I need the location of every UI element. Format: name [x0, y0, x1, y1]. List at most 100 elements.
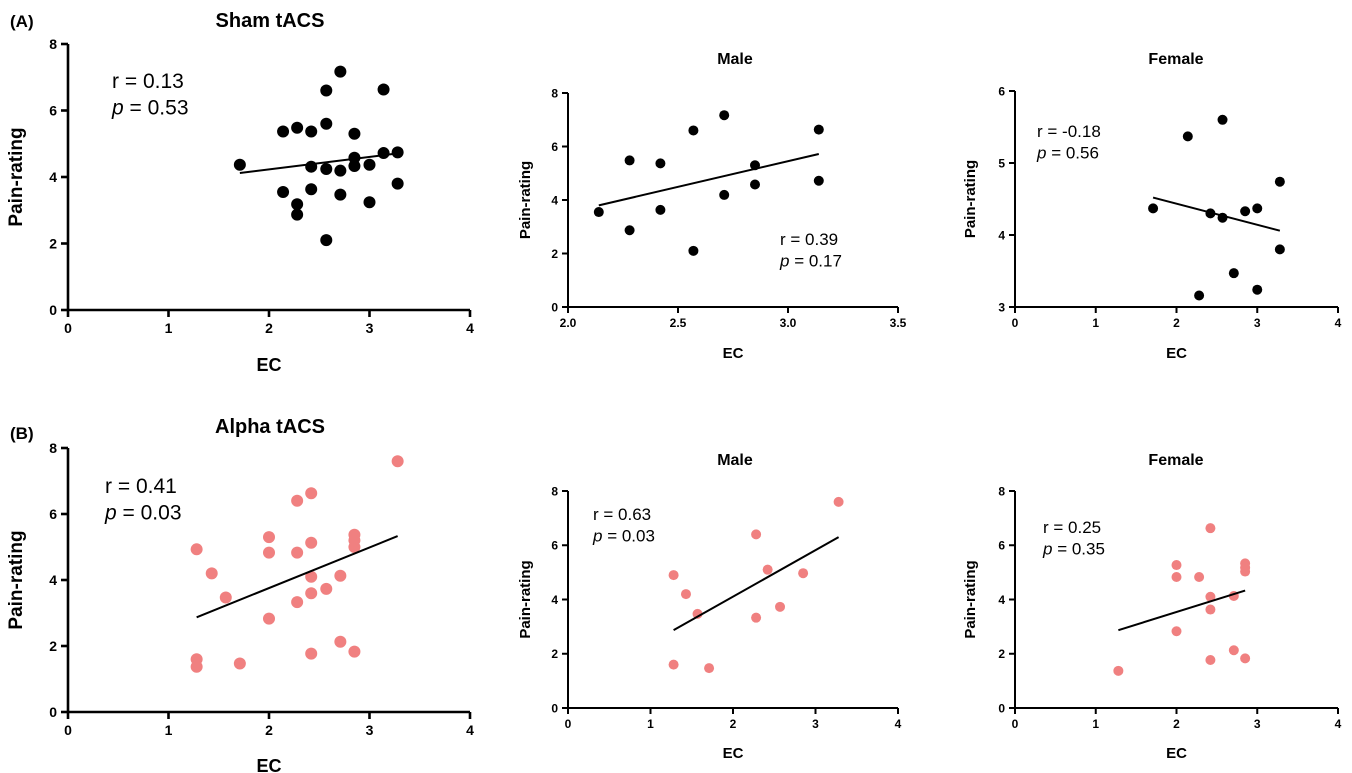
x-tick-label: 2	[265, 320, 273, 336]
regression-line	[673, 536, 840, 632]
data-point	[1171, 626, 1182, 637]
y-tick-label: 8	[49, 36, 57, 52]
data-point	[391, 455, 404, 468]
x-tick-label: 1	[1092, 717, 1099, 731]
chart-title: Male	[717, 51, 753, 68]
data-point	[377, 147, 390, 160]
x-tick-label: 4	[466, 722, 474, 738]
data-point	[348, 645, 361, 658]
data-point	[305, 647, 318, 660]
data-point	[233, 158, 246, 171]
data-point	[305, 570, 318, 583]
chart-title: Male	[717, 452, 753, 469]
data-point	[277, 185, 290, 198]
stats-p: p = 0.53	[111, 96, 189, 119]
data-point	[1274, 244, 1285, 255]
y-tick-label: 2	[998, 647, 1005, 661]
data-point	[762, 564, 773, 575]
data-point	[291, 198, 304, 211]
data-point	[688, 125, 699, 136]
data-point	[363, 196, 376, 209]
x-tick-label: 3	[366, 320, 374, 336]
data-point	[833, 496, 844, 507]
data-point	[1252, 284, 1263, 295]
stats-p: p = 0.03	[592, 526, 655, 545]
y-tick-label: 6	[551, 140, 558, 154]
data-point	[263, 612, 275, 625]
y-tick-label: 6	[998, 539, 1005, 553]
chart-4: Alpha tACS 0 2 4 6 8 0 1 2 3 4 EC Pain-rating r = 0.4…	[6, 416, 474, 773]
y-tick-label: 4	[551, 593, 558, 607]
data-point	[624, 225, 635, 236]
y-tick-label: 4	[49, 169, 57, 185]
x-axis-label: EC	[256, 355, 281, 375]
data-point	[1113, 665, 1124, 676]
stats-r: r = 0.41	[105, 475, 177, 498]
data-point	[813, 124, 824, 135]
data-point	[305, 487, 318, 500]
data-point	[1205, 523, 1216, 534]
data-point	[1217, 114, 1228, 125]
y-tick-label: 0	[49, 704, 57, 720]
x-tick-label: 3	[812, 717, 819, 731]
data-point	[1194, 571, 1205, 582]
data-point	[1228, 645, 1239, 656]
data-point	[593, 207, 604, 218]
data-point	[348, 541, 361, 553]
data-point	[751, 529, 762, 540]
stats-r: r = 0.25	[1043, 518, 1101, 537]
y-tick-label: 2	[49, 236, 57, 252]
data-point	[1182, 131, 1193, 142]
data-point	[1171, 560, 1182, 571]
data-point	[305, 160, 318, 173]
data-point	[205, 567, 218, 580]
data-point	[775, 601, 786, 612]
data-point	[190, 543, 203, 556]
chart-title: Sham tACS	[216, 10, 325, 32]
regression-line	[598, 153, 820, 207]
stats-p: p = 0.56	[1036, 143, 1099, 162]
y-tick-label: 8	[551, 86, 558, 100]
y-axis-label: Pain-rating	[517, 560, 534, 638]
data-point	[190, 660, 203, 673]
data-point	[1240, 206, 1251, 217]
data-point	[1240, 653, 1251, 664]
data-point	[1194, 290, 1205, 301]
data-point	[291, 121, 304, 134]
data-point	[1148, 203, 1159, 214]
x-axis-label: EC	[723, 745, 744, 762]
stats-p: p = 0.35	[1042, 539, 1105, 558]
x-tick-label: 2.5	[670, 316, 687, 330]
regression-line	[196, 535, 399, 619]
chart-5: Male 0 2 4 6 8 0 1 2 3 4 EC Pain-rating r = 0.63 p = 0…	[517, 452, 902, 762]
data-point	[704, 663, 715, 674]
x-axis-label: EC	[1166, 745, 1187, 762]
data-point	[320, 117, 333, 130]
data-point	[348, 127, 361, 140]
x-tick-label: 2	[1173, 717, 1180, 731]
data-point	[348, 160, 361, 173]
x-tick-label: 1	[1092, 316, 1099, 330]
data-point	[320, 234, 333, 247]
x-tick-label: 1	[647, 717, 654, 731]
data-point	[263, 546, 275, 559]
x-tick-label: 3.0	[780, 316, 797, 330]
regression-line	[1118, 589, 1246, 632]
y-tick-label: 4	[998, 228, 1005, 242]
data-point	[334, 164, 347, 177]
x-axis-label: EC	[256, 756, 281, 773]
y-tick-label: 2	[551, 647, 558, 661]
plots-container: Sham tACS 0 2 4 6 8 0 1 2 3 4 EC Pain-rating r = 0.13…	[6, 10, 1342, 773]
panel-a-label: (A)	[10, 12, 34, 31]
data-point	[334, 65, 347, 78]
x-tick-label: 3	[1254, 717, 1261, 731]
data-point	[668, 570, 679, 581]
data-point	[277, 125, 290, 138]
x-tick-label: 2	[730, 717, 737, 731]
data-point	[655, 158, 666, 169]
chart-title: Female	[1148, 452, 1203, 469]
y-tick-label: 3	[998, 300, 1005, 314]
x-tick-label: 4	[1335, 316, 1342, 330]
x-tick-label: 1	[165, 320, 173, 336]
x-tick-label: 4	[466, 320, 474, 336]
